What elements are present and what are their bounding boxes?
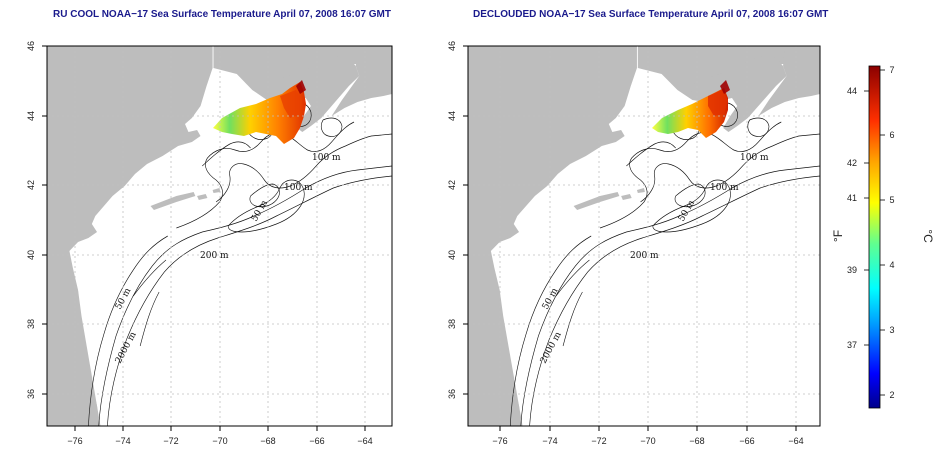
- left-x-tick: −68: [260, 436, 275, 446]
- colorbar-unit-celsius: °C: [921, 229, 935, 243]
- right-map-frame: [467, 45, 821, 427]
- right-x-tick: −66: [739, 436, 754, 446]
- colorbar-f-tick: 39: [847, 265, 857, 275]
- left-x-tick: −76: [67, 436, 82, 446]
- right-map-grid: [468, 46, 820, 426]
- right-x-tick: −74: [542, 436, 557, 446]
- right-x-axis: −76 −74 −72 −70 −68 −66 −64: [492, 436, 803, 446]
- colorbar-scale: [868, 65, 881, 409]
- left-y-tick: 44: [26, 111, 36, 121]
- left-contour-label-100m-a: 100 m: [312, 153, 341, 163]
- colorbar-c-tick: 4: [889, 260, 894, 270]
- right-y-axis: 46 44 42 40 38 36: [447, 41, 457, 399]
- colorbar-c-tick: 2: [889, 390, 894, 400]
- left-x-tick: −72: [163, 436, 178, 446]
- left-y-tick: 46: [26, 41, 36, 51]
- left-x-axis: −76 −74 −72 −70 −68 −66 −64: [67, 436, 372, 446]
- right-y-tick: 38: [447, 319, 457, 329]
- left-x-tick: −66: [309, 436, 324, 446]
- right-y-tick: 36: [447, 389, 457, 399]
- right-y-tick: 44: [447, 111, 457, 121]
- left-y-tick: 42: [26, 180, 36, 190]
- right-x-tick: −64: [788, 436, 803, 446]
- right-y-tick: 40: [447, 250, 457, 260]
- left-contour-label-100m-b: 100 m: [284, 183, 313, 193]
- colorbar-unit-fahrenheit: °F: [831, 230, 845, 242]
- left-y-tick: 36: [26, 389, 36, 399]
- colorbar-f-tick: 44: [847, 86, 857, 96]
- colorbar: 44 42 41 39 37 7 6 5 4 3 2 °F °C: [831, 65, 935, 409]
- left-map-grid: [47, 46, 392, 426]
- colorbar-c-tick: 3: [889, 325, 894, 335]
- right-y-tick: 46: [447, 41, 457, 51]
- left-contour-label-200m: 200 m: [200, 251, 229, 261]
- right-x-tick: −76: [492, 436, 507, 446]
- left-y-axis: 46 44 42 40 38 36: [26, 41, 36, 399]
- right-map: 100 m 100 m 50 m 200 m 50 m 2000 m −76 −…: [447, 41, 821, 446]
- colorbar-f-tick: 42: [847, 158, 857, 168]
- right-contour-label-100m-a: 100 m: [740, 153, 769, 163]
- left-map-title: RU COOL NOAA−17 Sea Surface Temperature …: [53, 9, 391, 20]
- left-map: 100 m 100 m 50 m 200 m 50 m 2000 m −76 −…: [26, 41, 393, 446]
- colorbar-f-tick: 37: [847, 340, 857, 350]
- colorbar-c-tick: 6: [889, 130, 894, 140]
- right-x-tick: −72: [591, 436, 606, 446]
- right-contour-label-200m: 200 m: [630, 251, 659, 261]
- colorbar-c-tick: 7: [889, 65, 894, 75]
- right-contour-label-100m-b: 100 m: [710, 183, 739, 193]
- colorbar-c-tick: 5: [889, 195, 894, 205]
- colorbar-f-tick: 41: [847, 193, 857, 203]
- right-x-tick: −70: [640, 436, 655, 446]
- left-x-tick: −74: [115, 436, 130, 446]
- left-y-tick: 40: [26, 250, 36, 260]
- right-y-tick: 42: [447, 180, 457, 190]
- left-y-tick: 38: [26, 319, 36, 329]
- left-x-tick: −70: [212, 436, 227, 446]
- right-map-title: DECLOUDED NOAA−17 Sea Surface Temperatur…: [473, 9, 829, 20]
- left-x-tick: −64: [357, 436, 372, 446]
- right-x-tick: −68: [689, 436, 704, 446]
